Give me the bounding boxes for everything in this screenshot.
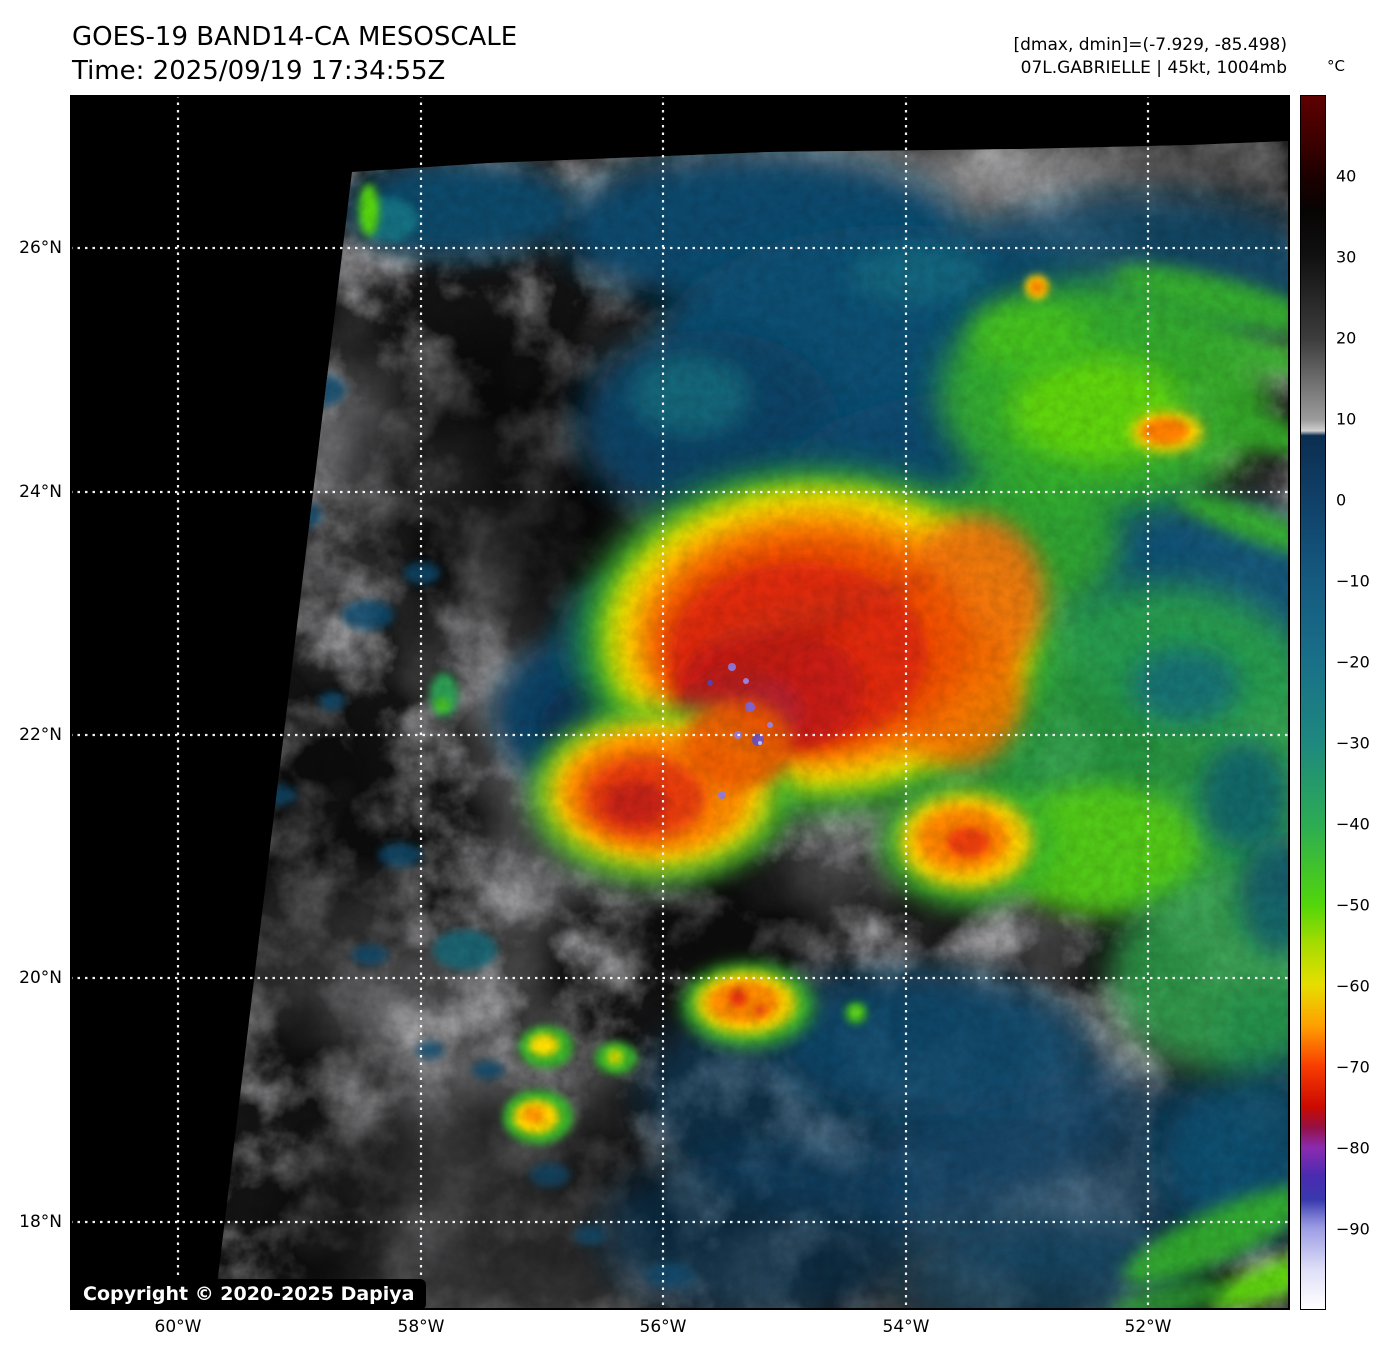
satellite-data-region bbox=[214, 141, 1290, 1310]
colorbar-tick-label: −40 bbox=[1336, 814, 1370, 834]
colorbar-tick-label: 0 bbox=[1336, 490, 1347, 510]
lat-tick-label: 18°N bbox=[19, 1212, 62, 1232]
lon-tick-label: 56°W bbox=[639, 1317, 687, 1337]
colorbar-tick-label: −60 bbox=[1336, 976, 1370, 996]
plot-frame bbox=[70, 95, 1290, 1310]
satellite-map bbox=[70, 95, 1290, 1310]
colorbar-tick-label: 10 bbox=[1336, 409, 1357, 429]
lon-tick-label: 60°W bbox=[154, 1317, 202, 1337]
colorbar-tick-label: −20 bbox=[1336, 652, 1370, 672]
lat-tick-label: 22°N bbox=[19, 725, 62, 745]
colorbar-tick-label: 40 bbox=[1336, 166, 1357, 186]
colorbar-tick-label: 20 bbox=[1336, 328, 1357, 348]
colorbar-tick-label: −70 bbox=[1336, 1057, 1370, 1077]
speckle-overlay bbox=[214, 141, 1290, 1310]
lat-tick-label: 24°N bbox=[19, 482, 62, 502]
lon-tick-label: 54°W bbox=[882, 1317, 930, 1337]
lon-tick-label: 58°W bbox=[397, 1317, 445, 1337]
copyright-badge: Copyright © 2020-2025 Dapiya bbox=[71, 1279, 427, 1310]
colorbar-tick-label: −90 bbox=[1336, 1219, 1370, 1239]
range-info: [dmax, dmin]=(-7.929, -85.498) bbox=[1013, 35, 1288, 55]
lat-tick-label: 20°N bbox=[19, 968, 62, 988]
colorbar-tick-label: −50 bbox=[1336, 895, 1370, 915]
colorbar-tick-label: 30 bbox=[1336, 247, 1357, 267]
lat-tick-label: 26°N bbox=[19, 238, 62, 258]
storm-info: 07L.GABRIELLE | 45kt, 1004mb bbox=[1020, 58, 1287, 78]
page-title: GOES-19 BAND14-CA MESOSCALE bbox=[72, 22, 518, 52]
colorbar-tick-label: −30 bbox=[1336, 733, 1370, 753]
colorbar-unit: °C bbox=[1327, 57, 1345, 75]
lon-tick-label: 52°W bbox=[1124, 1317, 1172, 1337]
colorbar bbox=[1300, 95, 1326, 1310]
meta-block: [dmax, dmin]=(-7.929, -85.498) 07L.GABRI… bbox=[1014, 34, 1288, 80]
colorbar-tick-label: −10 bbox=[1336, 571, 1370, 591]
timestamp: Time: 2025/09/19 17:34:55Z bbox=[72, 56, 446, 86]
title-block: GOES-19 BAND14-CA MESOSCALE Time: 2025/0… bbox=[72, 20, 517, 88]
colorbar-tick-label: −80 bbox=[1336, 1138, 1370, 1158]
gridlines bbox=[70, 95, 1290, 1310]
